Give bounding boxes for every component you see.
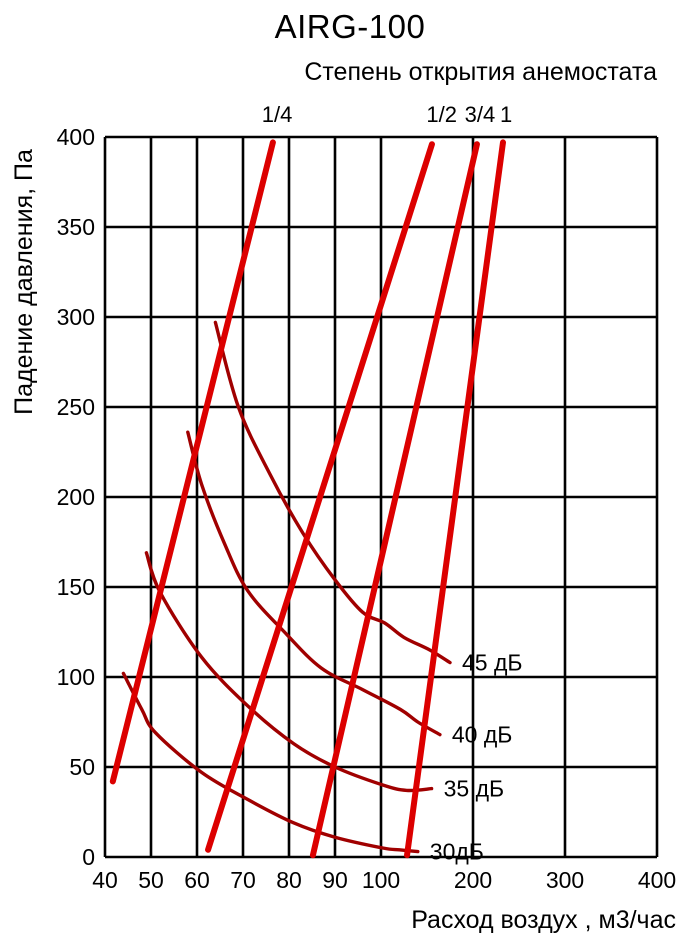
x-tick-label: 100 [362,867,400,893]
x-tick-label: 40 [92,867,118,893]
x-axis-title: Расход воздух , м3/час [411,906,676,934]
opening-degree-label: 3/4 [465,102,496,127]
y-tick-label: 0 [82,844,95,870]
x-tick-label: 60 [184,867,210,893]
noise-curve-label: 35 дБ [444,776,505,802]
x-tick-label: 300 [546,867,584,893]
chart-title: AIRG-100 [274,8,426,45]
noise-curve [121,671,420,854]
y-tick-label: 300 [57,304,95,330]
y-tick-label: 150 [57,574,95,600]
noise-curve [144,551,434,793]
opening-degree-label: 1/4 [262,102,293,127]
x-tick-label: 80 [276,867,302,893]
opening-degree-label: 1/2 [426,102,457,127]
x-tick-label: 90 [322,867,348,893]
opening-degree-heading: Степень открытия анемостата [304,58,657,86]
opening-degree-line [404,139,506,859]
y-tick-label: 350 [57,214,95,240]
noise-curve [213,320,452,665]
y-tick-label: 200 [57,484,95,510]
x-tick-label: 70 [230,867,256,893]
y-tick-label: 100 [57,664,95,690]
opening-degree-line [309,141,480,859]
noise-curve [186,430,442,737]
x-tick-label: 200 [454,867,492,893]
x-tick-label: 50 [138,867,164,893]
opening-degree-label: 1 [500,102,512,127]
opening-degree-line [205,141,435,853]
y-tick-label: 50 [69,754,95,780]
opening-degree-line [109,139,276,785]
x-tick-label: 400 [638,867,676,893]
noise-curve-label: 45 дБ [462,650,523,676]
noise-curve-label: 40 дБ [452,722,513,748]
grid [103,135,659,859]
y-tick-label: 400 [57,124,95,150]
noise-curve-label: 30дБ [430,839,484,865]
y-tick-label: 250 [57,394,95,420]
